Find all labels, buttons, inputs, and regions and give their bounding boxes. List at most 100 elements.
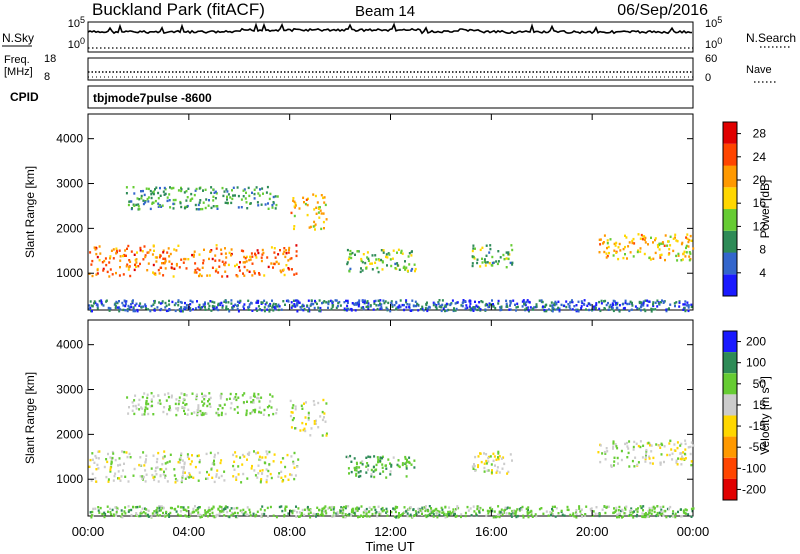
data-cell <box>367 257 370 260</box>
data-cell <box>452 510 455 514</box>
data-region <box>289 398 328 437</box>
data-cell <box>664 234 667 237</box>
data-cell <box>365 515 368 518</box>
data-cell <box>95 303 98 307</box>
data-cell <box>94 248 97 251</box>
data-cell <box>209 405 212 408</box>
data-cell <box>158 505 161 508</box>
data-cell <box>172 198 175 202</box>
data-cell <box>305 422 307 426</box>
data-cell <box>491 264 494 267</box>
data-cell <box>126 309 129 313</box>
data-cell <box>237 310 240 313</box>
colorbar-tick-label: 4 <box>759 266 766 280</box>
data-cell <box>675 301 678 304</box>
data-cell <box>155 466 157 470</box>
data-cell <box>687 245 690 248</box>
data-cell <box>145 454 148 457</box>
data-cell <box>147 402 150 406</box>
data-cell <box>464 511 467 515</box>
data-cell <box>132 404 135 408</box>
data-cell <box>219 302 222 305</box>
data-cell <box>156 506 159 510</box>
data-cell <box>367 464 370 467</box>
data-cell <box>485 459 488 463</box>
data-cell <box>648 256 651 260</box>
data-cell <box>359 470 362 473</box>
data-cell <box>633 465 636 468</box>
data-cell <box>88 304 91 307</box>
data-cell <box>448 506 451 509</box>
data-cell <box>258 400 261 403</box>
data-cell <box>426 309 429 313</box>
data-cell <box>260 302 263 305</box>
data-cell <box>184 301 186 305</box>
nsky-panel <box>87 21 694 53</box>
data-cell <box>627 514 630 517</box>
data-cell <box>245 201 248 204</box>
data-cell <box>199 506 201 509</box>
data-cell <box>282 300 285 303</box>
data-cell <box>226 198 228 201</box>
data-cell <box>143 410 146 413</box>
data-cell <box>508 506 511 510</box>
data-cell <box>410 254 413 257</box>
data-cell <box>615 251 618 254</box>
data-cell <box>636 250 639 254</box>
data-cell <box>290 510 293 513</box>
data-cell <box>331 301 334 305</box>
data-cell <box>152 454 155 457</box>
data-cell <box>225 305 228 308</box>
data-cell <box>321 434 324 437</box>
data-cell <box>138 408 141 411</box>
data-cell <box>136 513 139 517</box>
data-cell <box>309 225 312 229</box>
data-cell <box>427 514 430 517</box>
data-cell <box>272 305 275 309</box>
data-cell <box>448 511 451 514</box>
data-cell <box>527 508 529 512</box>
data-region <box>345 454 416 479</box>
data-cell <box>604 458 607 461</box>
data-cell <box>138 207 141 211</box>
data-cell <box>665 515 668 519</box>
data-cell <box>543 308 546 312</box>
data-cell <box>248 305 251 308</box>
data-cell <box>168 405 171 408</box>
data-cell <box>324 509 327 512</box>
data-cell <box>139 302 142 305</box>
data-cell <box>144 480 147 483</box>
data-cell <box>251 191 253 194</box>
data-cell <box>648 457 651 460</box>
data-cell <box>408 461 411 465</box>
data-cell <box>606 254 609 258</box>
data-cell <box>381 457 384 460</box>
data-cell <box>152 476 155 479</box>
data-cell <box>259 308 262 311</box>
data-cell <box>178 309 181 313</box>
data-cell <box>682 252 685 255</box>
data-cell <box>202 201 205 204</box>
data-cell <box>505 299 508 302</box>
data-cell <box>310 299 313 302</box>
data-cell <box>408 305 411 309</box>
data-cell <box>122 254 124 258</box>
data-cell <box>165 309 168 313</box>
data-cell <box>200 274 203 278</box>
data-cell <box>365 305 368 309</box>
data-cell <box>236 186 239 189</box>
data-cell <box>150 398 153 401</box>
data-cell <box>248 508 251 511</box>
data-cell <box>357 305 360 308</box>
data-cell <box>320 194 323 197</box>
data-cell <box>89 300 92 303</box>
data-cell <box>230 248 233 251</box>
data-cell <box>221 260 224 263</box>
data-cell <box>301 303 304 307</box>
data-cell <box>681 258 684 261</box>
data-cell <box>320 212 323 215</box>
data-cell <box>535 305 538 308</box>
data-cell <box>519 507 522 510</box>
data-cell <box>651 462 654 465</box>
data-cell <box>183 393 186 396</box>
